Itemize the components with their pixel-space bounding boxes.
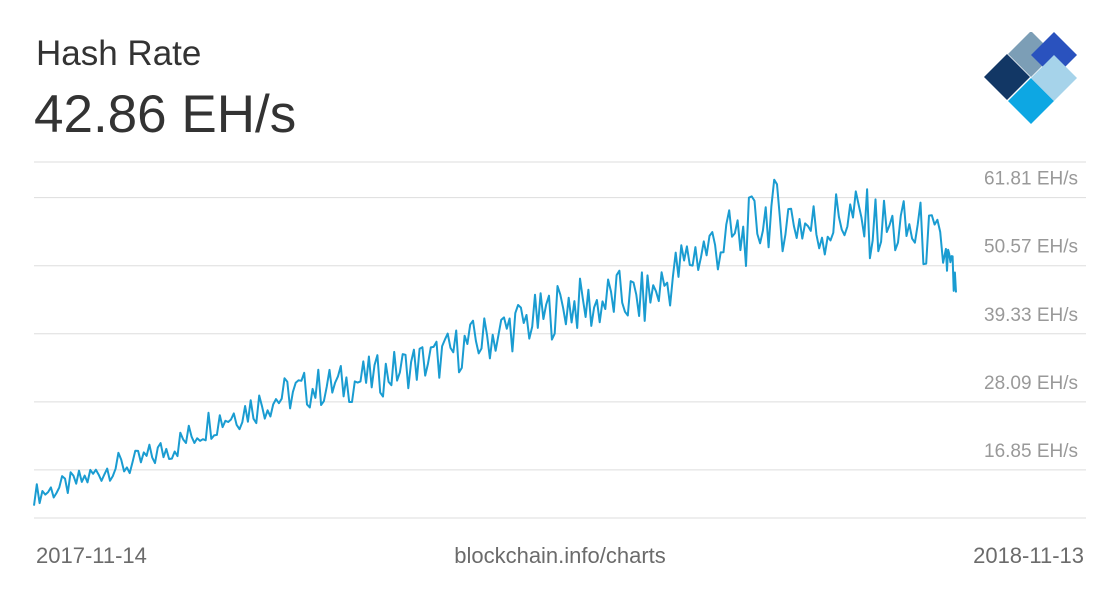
logo-piece-navy — [984, 54, 1030, 100]
current-value: 42.86 EH/s — [34, 85, 297, 144]
y-axis-ticks: 16.85 EH/s 28.09 EH/s 39.33 EH/s 50.57 EH/s… — [984, 169, 1078, 462]
series-line-hash-rate — [33, 178, 957, 506]
logo-piece-light — [1031, 55, 1077, 101]
y-tick-label: 50.57 EH/s — [984, 237, 1078, 258]
x-start-label: 2017-11-14 — [36, 543, 147, 568]
logo-piece-gray — [1008, 32, 1054, 77]
blockchain-logo-icon — [984, 32, 1077, 124]
y-tick-label: 16.85 EH/s — [984, 441, 1078, 462]
y-tick-label: 61.81 EH/s — [984, 169, 1078, 190]
source-link[interactable]: blockchain.info/charts — [454, 543, 666, 568]
chart-title: Hash Rate — [36, 34, 202, 73]
y-tick-label: 28.09 EH/s — [984, 373, 1078, 394]
y-tick-label: 39.33 EH/s — [984, 305, 1078, 326]
x-end-label: 2018-11-13 — [973, 543, 1084, 568]
grid-lines — [34, 161, 1086, 471]
